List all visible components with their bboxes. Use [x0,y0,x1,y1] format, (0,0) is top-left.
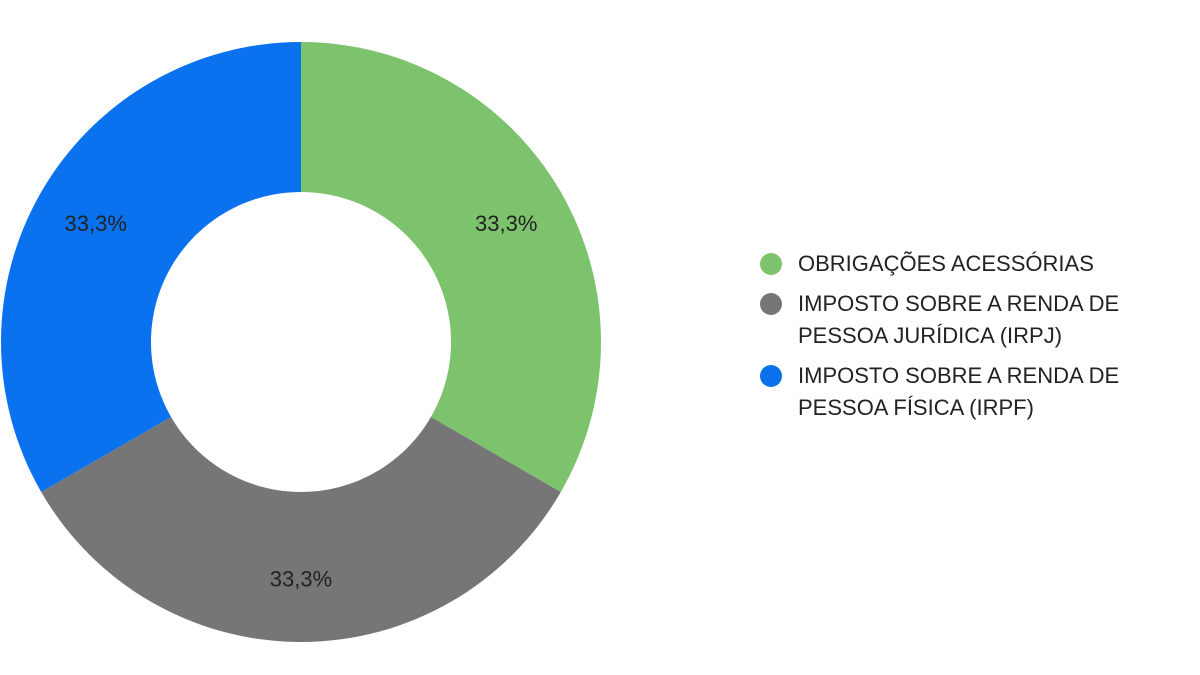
slice-label-obrigacoes: 33,3% [475,211,537,236]
legend-label-irpf: IMPOSTO SOBRE A RENDA DE PESSOA FÍSICA (… [798,363,1120,420]
donut-slice-irpf [0,42,301,492]
legend-swatch-irpj [760,293,782,315]
donut-slice-irpj [41,417,561,642]
legend-item-irpf: IMPOSTO SOBRE A RENDA DE PESSOA FÍSICA (… [760,360,1180,424]
donut-slice-labels: 33,3% 33,3% 33,3% [65,211,538,592]
donut-slice-obrigacoes [301,42,601,492]
legend-item-obrigacoes: OBRIGAÇÕES ACESSÓRIAS [760,248,1180,280]
donut-slices [0,42,601,642]
legend-swatch-obrigacoes [760,253,782,275]
legend-item-irpj: IMPOSTO SOBRE A RENDA DE PESSOA JURÍDICA… [760,288,1180,352]
legend-label-irpj: IMPOSTO SOBRE A RENDA DE PESSOA JURÍDICA… [798,291,1120,348]
legend-swatch-irpf [760,365,782,387]
slice-label-irpf: 33,3% [65,211,127,236]
slice-label-irpj: 33,3% [270,567,332,592]
legend-label-obrigacoes: OBRIGAÇÕES ACESSÓRIAS [798,251,1094,276]
chart-legend: OBRIGAÇÕES ACESSÓRIAS IMPOSTO SOBRE A RE… [760,248,1180,432]
